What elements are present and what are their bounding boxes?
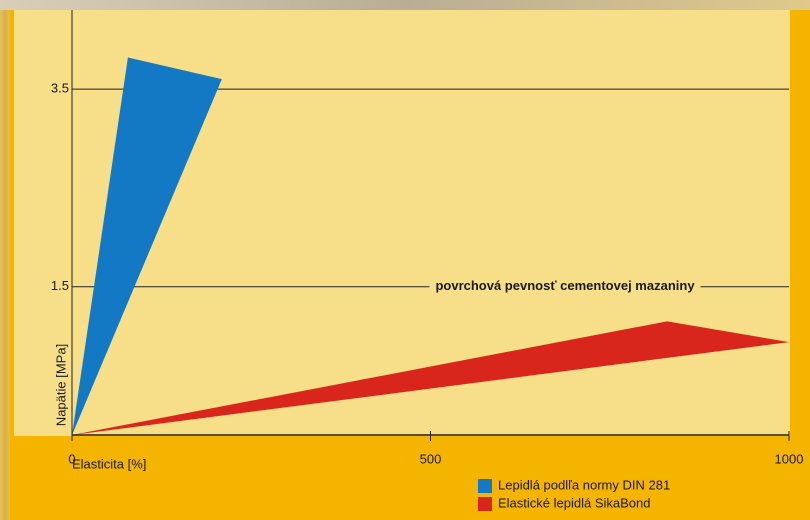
annotation: povrchová pevnosť cementovej mazaniny	[435, 278, 695, 293]
y-tick-label: 3.5	[51, 81, 69, 96]
legend-swatch	[478, 479, 492, 493]
x-tick-label: 1000	[775, 451, 804, 466]
area	[72, 321, 789, 435]
x-axis-label: Elasticita [%]	[72, 456, 146, 471]
area	[72, 57, 222, 435]
photo-strip	[0, 0, 810, 10]
x-tick-label: 500	[420, 451, 442, 466]
y-axis-label: Napätie [MPa]	[53, 344, 68, 426]
legend-label: Lepidlá podlľa normy DIN 281	[498, 477, 670, 492]
photo-edge	[0, 10, 10, 520]
y-tick-label: 1.5	[51, 278, 69, 293]
annotation-bg	[429, 277, 701, 296]
legend-label: Elastické lepidlá SikaBond	[498, 495, 650, 510]
legend-swatch	[478, 497, 492, 511]
x-tick-label: 0	[68, 451, 75, 466]
